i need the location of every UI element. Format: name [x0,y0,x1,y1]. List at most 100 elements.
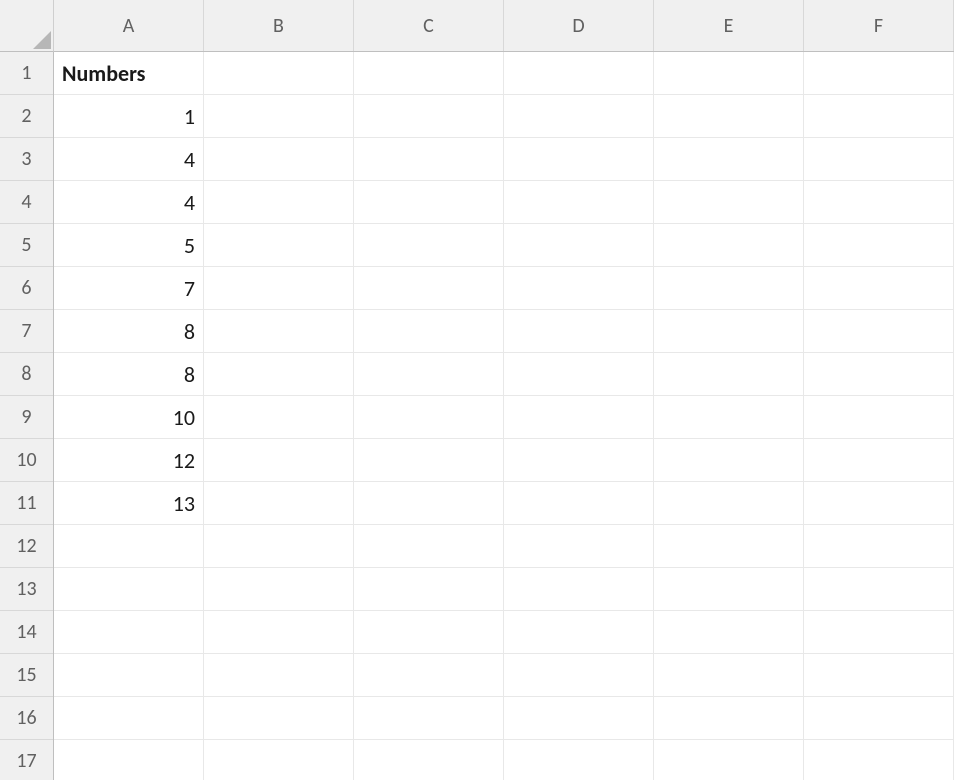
cell-f16[interactable] [804,697,954,740]
cell-b9[interactable] [204,396,354,439]
cell-c12[interactable] [354,525,504,568]
cell-a16[interactable] [54,697,204,740]
row-header-1[interactable]: 1 [0,52,53,95]
row-header-3[interactable]: 3 [0,138,53,181]
cell-d4[interactable] [504,181,654,224]
cell-b15[interactable] [204,654,354,697]
cell-c17[interactable] [354,740,504,780]
row-header-15[interactable]: 15 [0,654,53,697]
cell-e10[interactable] [654,439,804,482]
row-header-4[interactable]: 4 [0,181,53,224]
cell-d1[interactable] [504,52,654,95]
column-header-f[interactable]: F [804,0,954,51]
row-header-9[interactable]: 9 [0,396,53,439]
cell-e1[interactable] [654,52,804,95]
row-header-16[interactable]: 16 [0,697,53,740]
cell-f17[interactable] [804,740,954,780]
cell-e11[interactable] [654,482,804,525]
cell-b10[interactable] [204,439,354,482]
cell-d17[interactable] [504,740,654,780]
cell-c2[interactable] [354,95,504,138]
row-header-13[interactable]: 13 [0,568,53,611]
cell-c16[interactable] [354,697,504,740]
row-header-6[interactable]: 6 [0,267,53,310]
cell-e8[interactable] [654,353,804,396]
cell-a1[interactable]: Numbers [54,52,204,95]
cell-c6[interactable] [354,267,504,310]
row-header-17[interactable]: 17 [0,740,53,780]
cell-b14[interactable] [204,611,354,654]
cell-b5[interactable] [204,224,354,267]
cell-f11[interactable] [804,482,954,525]
column-header-a[interactable]: A [54,0,204,51]
cell-c13[interactable] [354,568,504,611]
cell-e14[interactable] [654,611,804,654]
cell-f10[interactable] [804,439,954,482]
cell-d10[interactable] [504,439,654,482]
cell-e6[interactable] [654,267,804,310]
cell-b13[interactable] [204,568,354,611]
cell-a2[interactable]: 1 [54,95,204,138]
column-header-b[interactable]: B [204,0,354,51]
cell-e12[interactable] [654,525,804,568]
row-header-8[interactable]: 8 [0,353,53,396]
column-header-c[interactable]: C [354,0,504,51]
cell-a13[interactable] [54,568,204,611]
cell-c15[interactable] [354,654,504,697]
cell-d11[interactable] [504,482,654,525]
cell-a14[interactable] [54,611,204,654]
cell-c5[interactable] [354,224,504,267]
cell-a7[interactable]: 8 [54,310,204,353]
cell-c9[interactable] [354,396,504,439]
cell-a10[interactable]: 12 [54,439,204,482]
cell-f9[interactable] [804,396,954,439]
cell-f14[interactable] [804,611,954,654]
row-header-11[interactable]: 11 [0,482,53,525]
row-header-7[interactable]: 7 [0,310,53,353]
cell-a9[interactable]: 10 [54,396,204,439]
cell-c3[interactable] [354,138,504,181]
cell-b2[interactable] [204,95,354,138]
cell-e7[interactable] [654,310,804,353]
cell-a4[interactable]: 4 [54,181,204,224]
cell-e9[interactable] [654,396,804,439]
cell-d13[interactable] [504,568,654,611]
cell-d12[interactable] [504,525,654,568]
cell-d15[interactable] [504,654,654,697]
cell-f8[interactable] [804,353,954,396]
cell-b8[interactable] [204,353,354,396]
cell-a6[interactable]: 7 [54,267,204,310]
cell-a17[interactable] [54,740,204,780]
row-header-5[interactable]: 5 [0,224,53,267]
cell-e3[interactable] [654,138,804,181]
cell-d2[interactable] [504,95,654,138]
cell-e5[interactable] [654,224,804,267]
cell-c8[interactable] [354,353,504,396]
cell-a11[interactable]: 13 [54,482,204,525]
cell-c14[interactable] [354,611,504,654]
cell-b1[interactable] [204,52,354,95]
row-header-12[interactable]: 12 [0,525,53,568]
row-header-2[interactable]: 2 [0,95,53,138]
cell-b16[interactable] [204,697,354,740]
column-header-d[interactable]: D [504,0,654,51]
cell-b3[interactable] [204,138,354,181]
cell-d7[interactable] [504,310,654,353]
cell-b6[interactable] [204,267,354,310]
cell-c7[interactable] [354,310,504,353]
cell-d14[interactable] [504,611,654,654]
cell-e13[interactable] [654,568,804,611]
cell-b4[interactable] [204,181,354,224]
cell-c4[interactable] [354,181,504,224]
cell-d8[interactable] [504,353,654,396]
cell-d16[interactable] [504,697,654,740]
column-header-e[interactable]: E [654,0,804,51]
cell-f13[interactable] [804,568,954,611]
cell-a12[interactable] [54,525,204,568]
cell-d6[interactable] [504,267,654,310]
cell-f2[interactable] [804,95,954,138]
cell-f4[interactable] [804,181,954,224]
cell-e17[interactable] [654,740,804,780]
cell-b7[interactable] [204,310,354,353]
cell-b17[interactable] [204,740,354,780]
